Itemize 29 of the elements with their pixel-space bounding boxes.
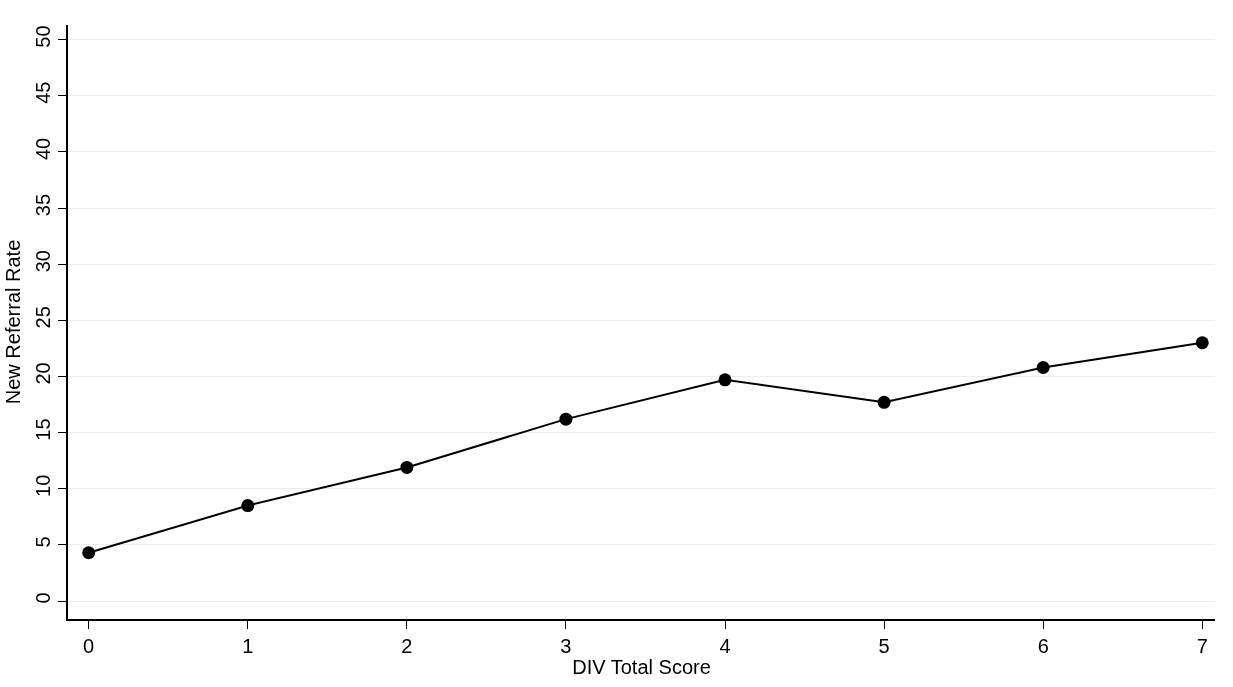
y-tick-label: 40 [32, 137, 55, 161]
point [877, 395, 891, 409]
point [241, 499, 255, 513]
x-tick-label: 7 [1196, 634, 1208, 657]
point [1036, 360, 1050, 374]
y-tick-label: 5 [32, 536, 55, 548]
x-axis-title: DIV Total Score [572, 655, 711, 678]
y-tick-label: 45 [32, 81, 55, 104]
x-tick-label: 3 [560, 634, 572, 657]
x-tick-label: 2 [401, 634, 413, 657]
x-tick-label: 6 [1037, 634, 1049, 657]
y-tick-label: 35 [32, 193, 55, 217]
x-tick-label: 1 [242, 634, 254, 657]
y-tick-label: 15 [32, 418, 55, 441]
y-tick-label: 0 [32, 592, 55, 604]
y-tick-label: 10 [32, 474, 55, 497]
y-tick-label: 20 [32, 362, 55, 385]
y-tick-label: 25 [32, 306, 55, 329]
point [1195, 336, 1209, 350]
x-tick-label: 5 [878, 634, 890, 657]
point [400, 460, 414, 474]
x-tick-label: 0 [83, 634, 95, 657]
x-tick-label: 4 [719, 634, 731, 657]
y-axis-title: New Referral Rate [2, 239, 25, 405]
point [718, 373, 732, 387]
y-tick-label: 30 [32, 250, 55, 273]
point [559, 412, 573, 426]
point [82, 546, 96, 560]
y-tick-label: 50 [32, 25, 55, 48]
